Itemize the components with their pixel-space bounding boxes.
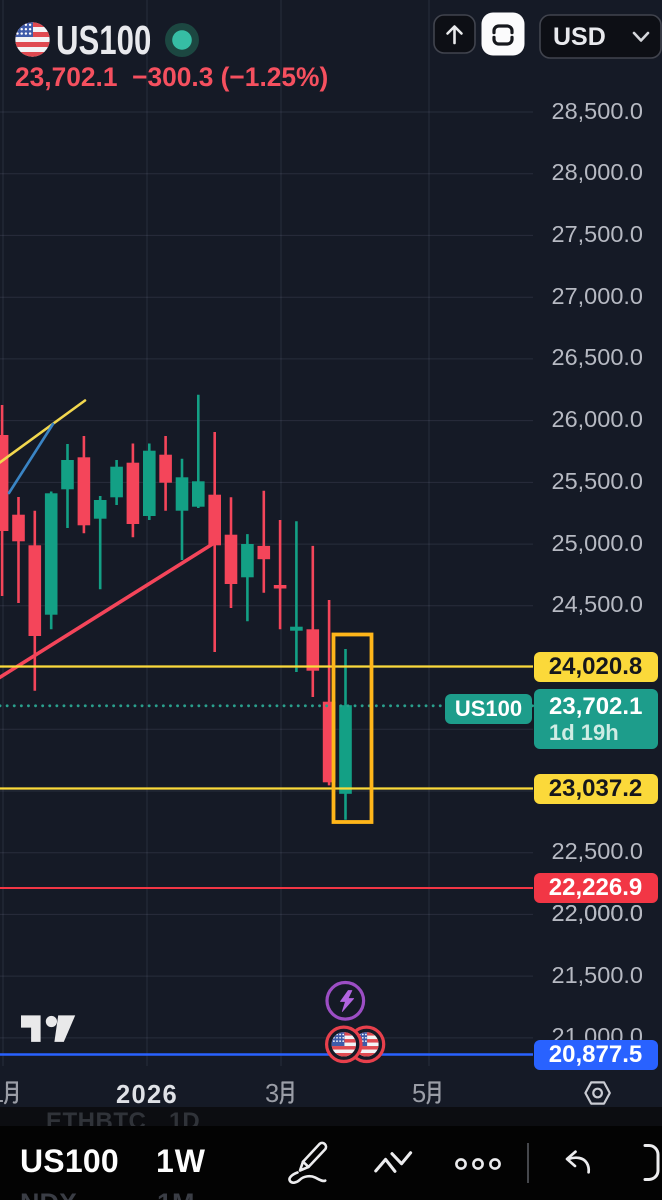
svg-text:5: 5 <box>412 1080 426 1108</box>
svg-text:3: 3 <box>265 1080 279 1108</box>
svg-text:1: 1 <box>0 1080 4 1108</box>
